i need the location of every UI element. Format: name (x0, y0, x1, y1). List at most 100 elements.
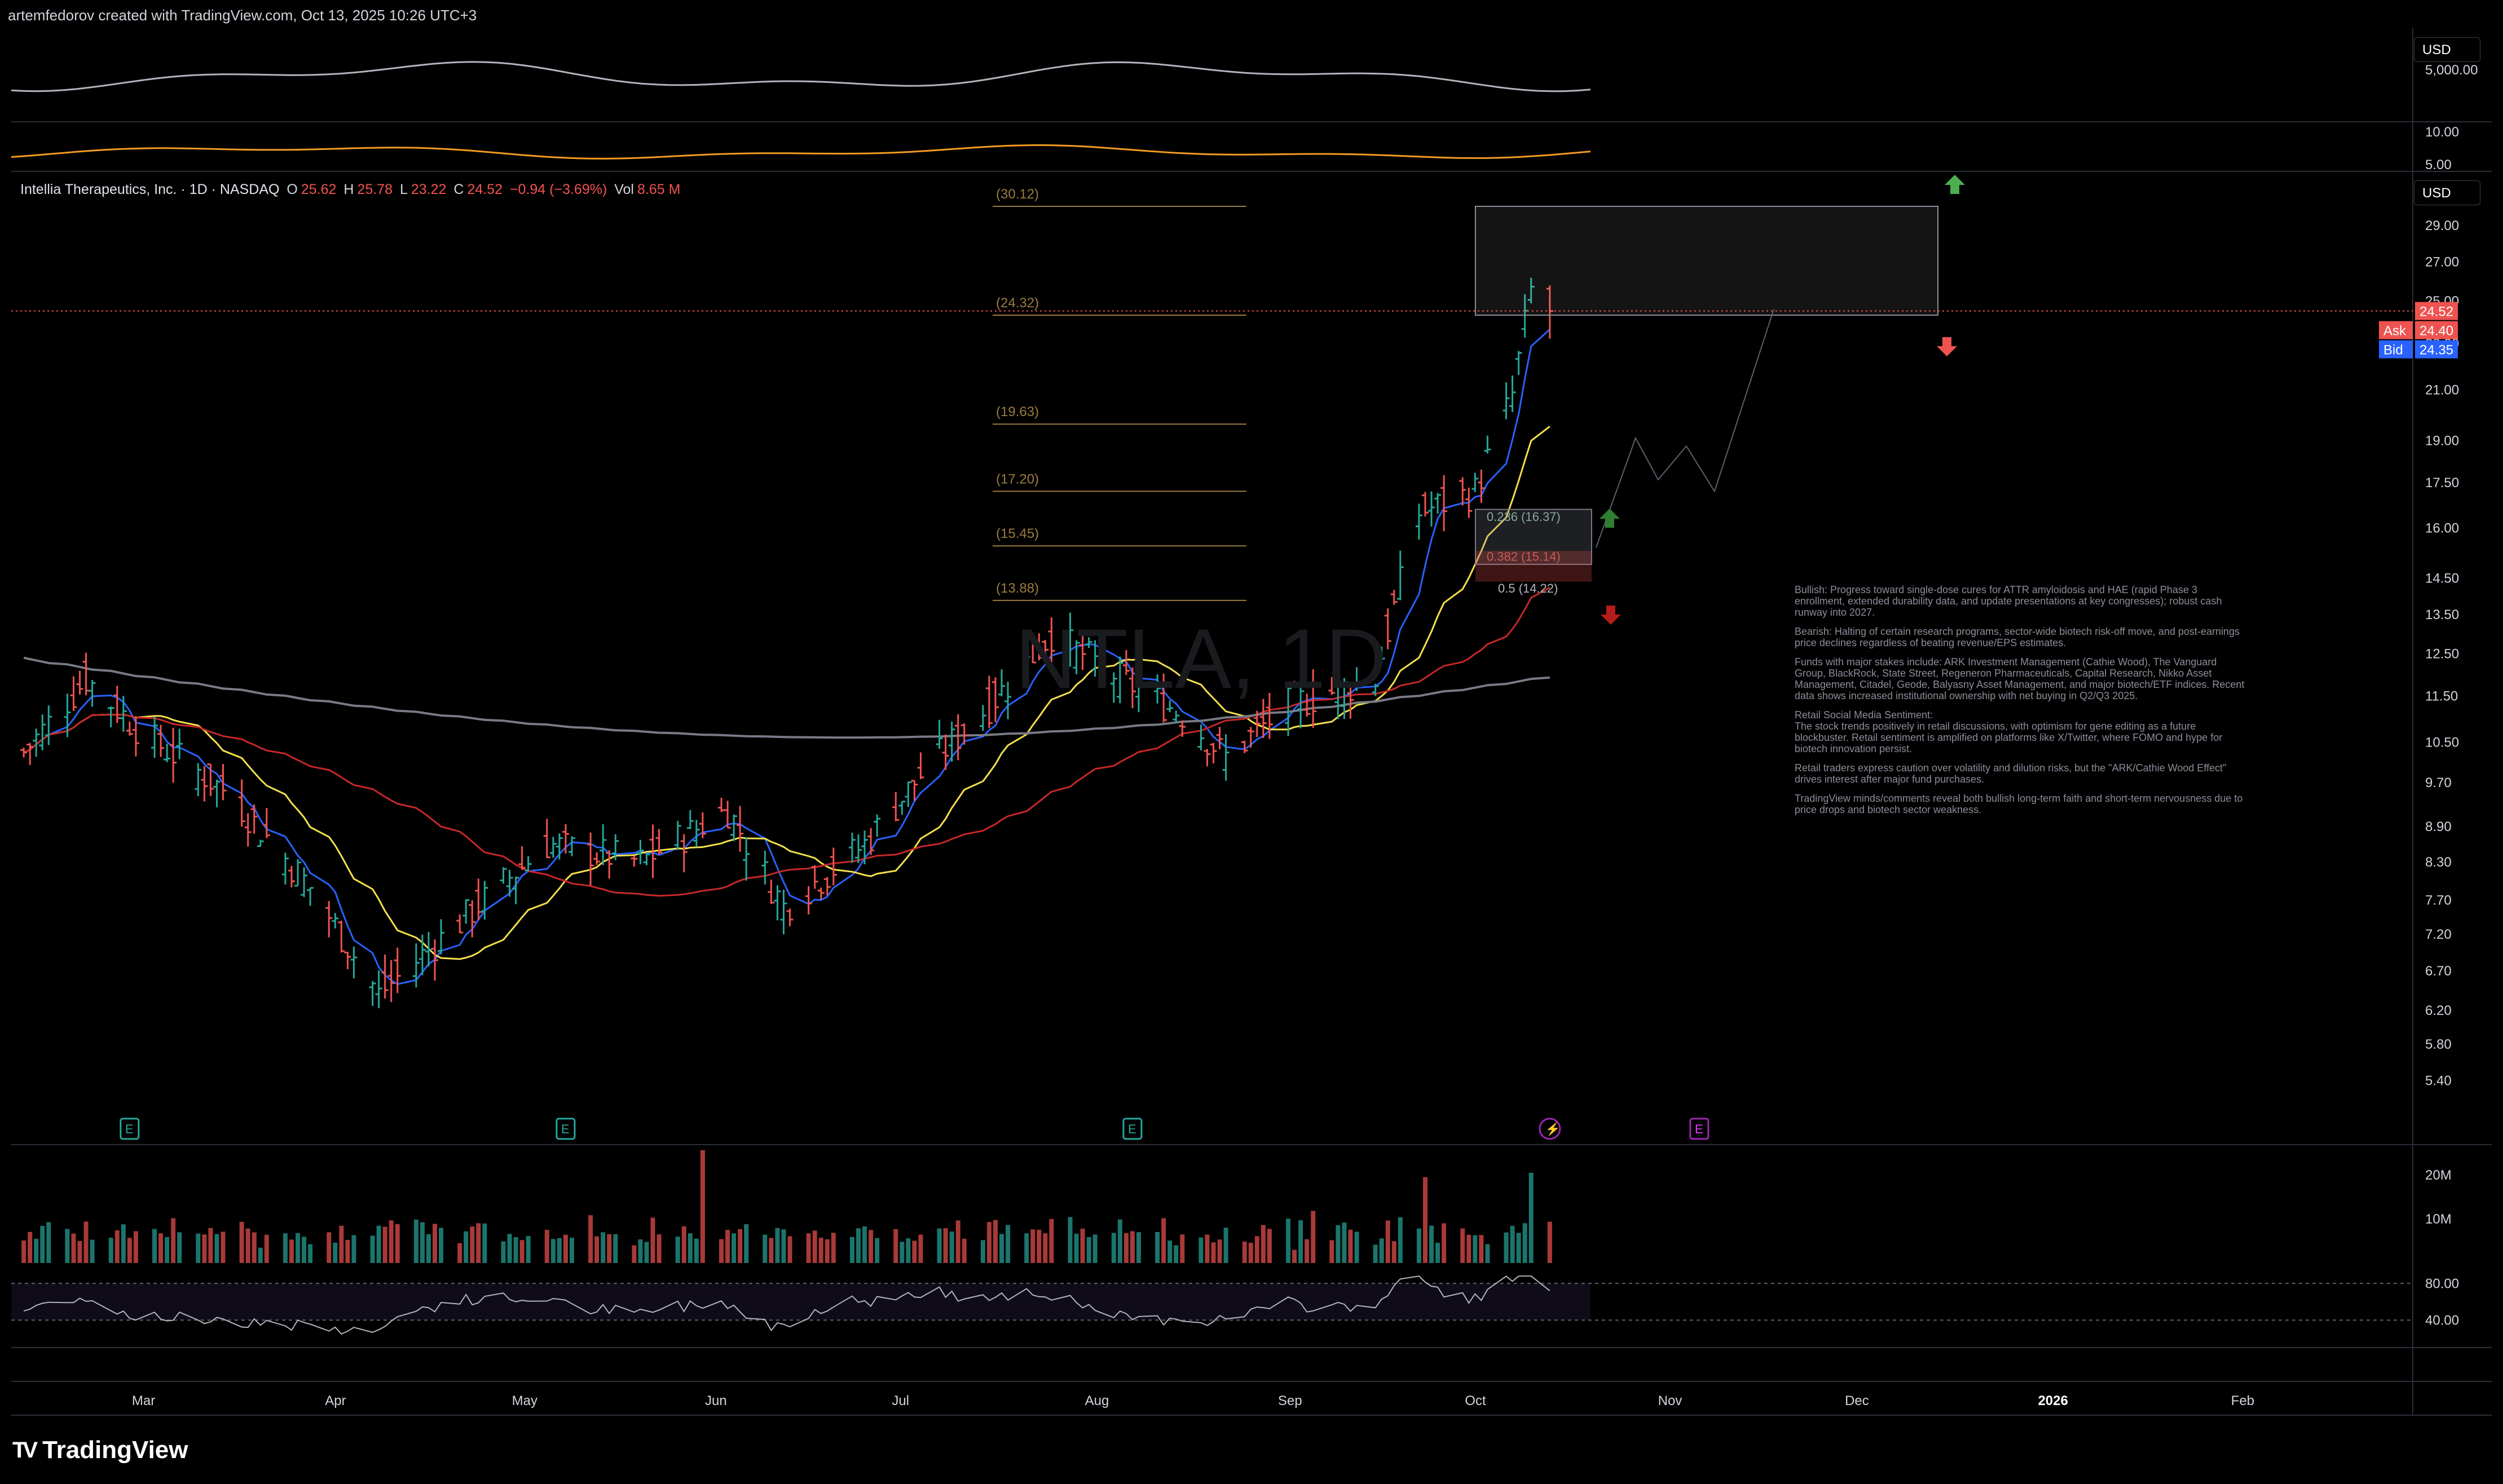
analysis-notes: Bullish: Progress toward single-dose cur… (1795, 584, 2246, 823)
volume-bar (1111, 1233, 1116, 1263)
compare-line-1 (11, 61, 1591, 92)
currency-button-price[interactable]: USD (2414, 180, 2480, 205)
price-scale-label: 7.20 (2425, 927, 2452, 942)
event-marker-label: ⚡ (1545, 1122, 1561, 1137)
volume-bar (327, 1232, 332, 1263)
volume-bar (912, 1240, 917, 1263)
tradingview-brand[interactable]: TV TradingView (12, 1436, 188, 1464)
arrow-up-icon[interactable] (1599, 509, 1620, 528)
volume-bar (1130, 1231, 1135, 1263)
volume-bar (133, 1231, 138, 1263)
volume-bar (993, 1220, 998, 1263)
volume-bar (1391, 1241, 1396, 1263)
volume-bar (208, 1228, 213, 1263)
symbol-name[interactable]: Intellia Therapeutics, Inc. · 1D · NASDA… (20, 182, 280, 197)
event-circle[interactable] (1539, 1118, 1561, 1140)
volume-bar (1223, 1227, 1228, 1263)
volume-bar (90, 1239, 95, 1263)
volume-bar (962, 1238, 967, 1263)
volume-bar (1528, 1173, 1533, 1263)
rsi-scale-label: 80.00 (2425, 1276, 2459, 1291)
volume-bar (519, 1240, 525, 1263)
candles (20, 277, 1553, 1009)
drawings[interactable]: E E E ⚡ E (11, 175, 2413, 1140)
close-value: 24.52 (467, 182, 503, 197)
volume-bar (426, 1234, 431, 1263)
volume-bar (127, 1238, 132, 1263)
volume-bar (1373, 1244, 1378, 1263)
volume-bar (1174, 1245, 1179, 1263)
time-axis-label: 2026 (2038, 1393, 2068, 1408)
volume-bar (114, 1230, 120, 1263)
volume-bar (1398, 1217, 1403, 1263)
volume-bar (1473, 1235, 1478, 1263)
volume-bar (420, 1222, 425, 1263)
volume-bar (501, 1241, 506, 1263)
time-axis-label: Feb (2231, 1393, 2254, 1408)
volume-bar (1292, 1249, 1297, 1263)
volume-bar (476, 1223, 481, 1263)
price-scale-label: 9.70 (2425, 775, 2452, 790)
event-marker-label: E (125, 1122, 134, 1136)
arrow-down-icon[interactable] (1937, 337, 1957, 356)
volume-bar (650, 1217, 655, 1263)
volume-bar (1466, 1235, 1471, 1263)
volume-value: 8.65 M (637, 182, 681, 197)
fib-mini-box[interactable] (1475, 509, 1592, 565)
change-value: −0.94 (−3.69%) (509, 182, 607, 197)
price-scale-label: 8.90 (2425, 819, 2452, 834)
volume-bar (1510, 1226, 1515, 1263)
fib-box-label: 0.5 (14.22) (1498, 581, 1558, 595)
volume-bar (875, 1238, 880, 1263)
earnings-marker[interactable] (1689, 1118, 1709, 1140)
volume-bar (34, 1239, 39, 1263)
price-badge-label: Bid (2383, 343, 2403, 358)
arrow-up-icon[interactable] (1945, 175, 1965, 194)
header-credit: artemfedorov created with TradingView.co… (8, 7, 477, 24)
volume-bar (1504, 1232, 1509, 1263)
price-scale-label: 8.30 (2425, 855, 2452, 870)
price-scale-label: 6.20 (2425, 1003, 2452, 1018)
event-marker-label: E (561, 1122, 570, 1136)
volume-bar (1479, 1235, 1484, 1263)
tradingview-logo-icon: TV (12, 1437, 38, 1463)
volume-bar (1286, 1218, 1291, 1263)
volume-bar (1086, 1237, 1091, 1263)
volume-bar (345, 1240, 350, 1263)
fib-level-label: (17.20) (996, 471, 1039, 487)
fib-retracement[interactable]: (30.12) (24.32) (19.63) (17.20) (15.45) (13.8… (993, 187, 1938, 601)
currency-button-compare[interactable]: USD (2414, 37, 2480, 62)
volume-bar (812, 1230, 817, 1263)
earnings-marker[interactable] (1122, 1118, 1143, 1140)
volume-bar (906, 1238, 911, 1263)
price-scale-label: 7.70 (2425, 893, 2452, 908)
volume-bar (28, 1231, 33, 1263)
volume-bar (893, 1229, 898, 1263)
volume-bar (433, 1224, 438, 1263)
volume-bar (775, 1227, 780, 1263)
symbol-watermark: NTLA, 1D (1015, 611, 1387, 706)
time-axis-label: May (512, 1393, 537, 1408)
time-axis-label: Dec (1845, 1393, 1869, 1408)
volume-bar (245, 1228, 250, 1263)
earnings-marker[interactable] (120, 1118, 140, 1140)
projection-path[interactable] (1596, 309, 1774, 548)
volume-label: Vol (614, 182, 634, 197)
volume-bar (1037, 1230, 1042, 1263)
volume-bar (763, 1234, 768, 1263)
volume-bar (152, 1229, 157, 1263)
target-zone-box[interactable] (1475, 205, 1938, 316)
earnings-marker[interactable] (556, 1118, 576, 1140)
volume-bar (550, 1239, 556, 1263)
arrow-down-icon[interactable] (1601, 606, 1621, 625)
volume-bar (1460, 1228, 1465, 1263)
volume-bar (221, 1231, 226, 1263)
volume-bar (171, 1218, 176, 1263)
volume-bar (46, 1222, 51, 1263)
volume-bar (1423, 1177, 1428, 1263)
event-marker-label: E (1695, 1122, 1703, 1136)
price-pane[interactable]: (30.12) (24.32) (19.63) (17.20) (15.45) (13.8… (11, 175, 2413, 1140)
volume-bar (1329, 1240, 1334, 1263)
compare-line-2 (11, 144, 1591, 160)
